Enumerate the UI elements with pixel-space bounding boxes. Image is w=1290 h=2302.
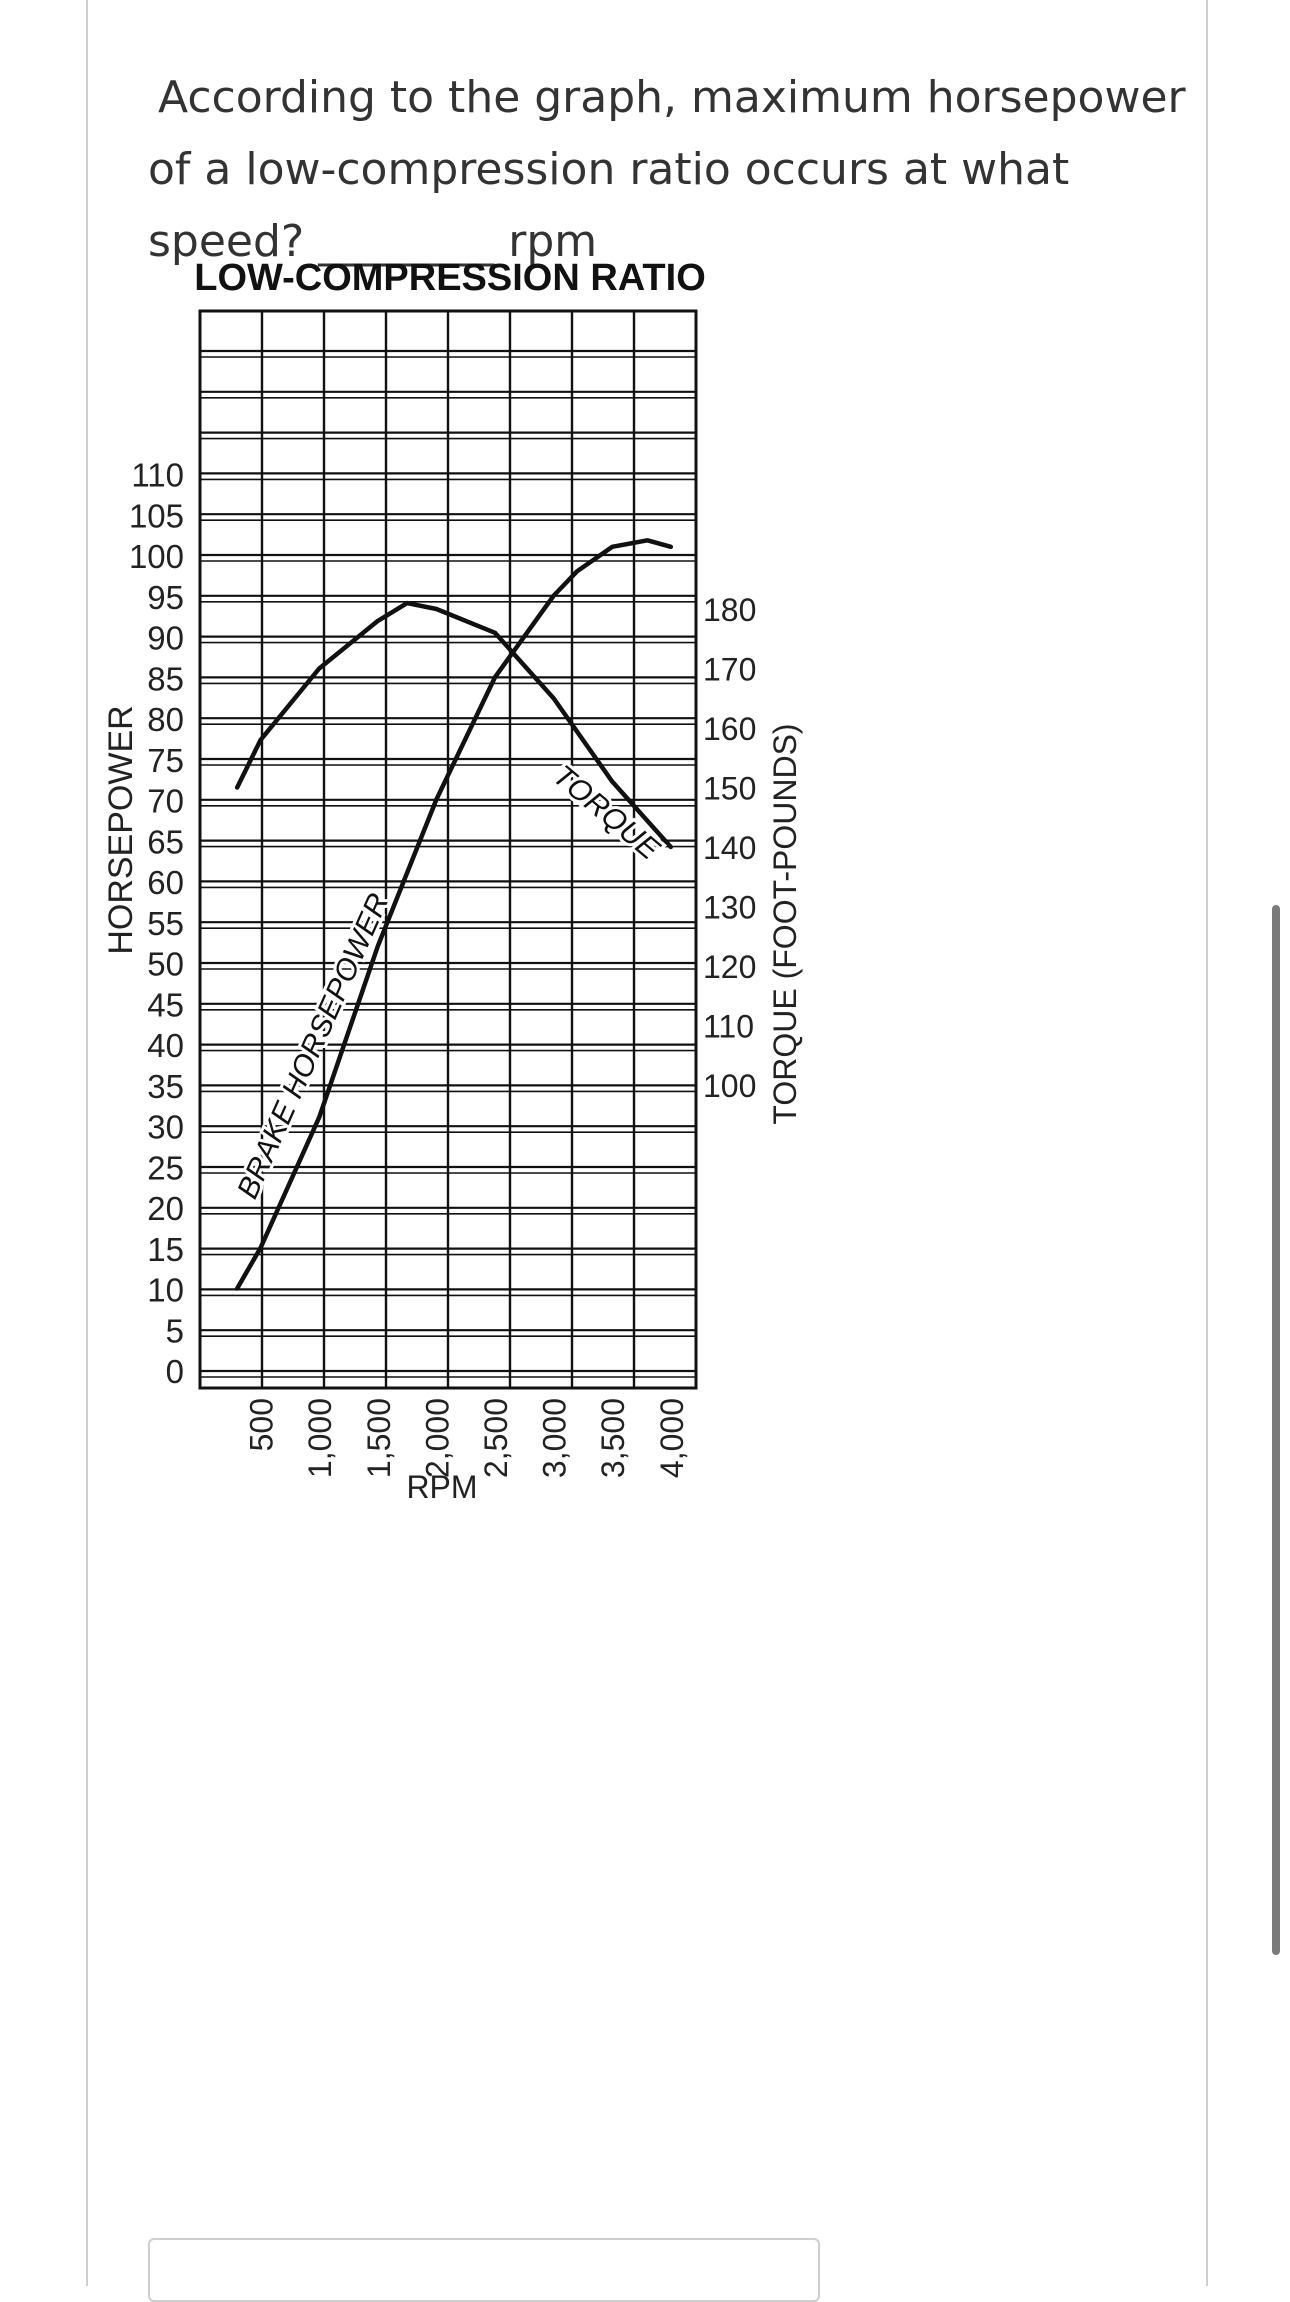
question-prefix: speed? — [148, 216, 319, 267]
x-tick-label: 3,500 — [595, 1398, 631, 1478]
y-right-axis-label: TORQUE (FOOT-POUNDS) — [767, 723, 803, 1124]
question-line-2: of a low-compression ratio occurs at wha… — [148, 144, 1070, 195]
scrollbar[interactable] — [1272, 905, 1280, 1955]
x-tick-label: 4,000 — [654, 1398, 690, 1478]
y-left-tick-label: 15 — [147, 1231, 184, 1268]
y-left-tick-label: 0 — [166, 1353, 184, 1390]
x-tick-label: 2,500 — [478, 1398, 514, 1478]
chart-title: LOW-COMPRESSION RATIO — [194, 257, 706, 299]
y-right-tick-label: 110 — [703, 1009, 754, 1045]
y-left-tick-label: 95 — [147, 579, 184, 616]
y-left-tick-label: 90 — [147, 620, 184, 657]
y-left-tick-label: 105 — [129, 497, 184, 534]
brake-horsepower-series-label: BRAKE HORSEPOWER — [231, 889, 395, 1204]
y-left-tick-label: 30 — [147, 1109, 184, 1146]
x-tick-label: 1,500 — [361, 1398, 397, 1478]
y-left-tick-label: 60 — [147, 864, 184, 901]
y-left-tick-label: 80 — [147, 701, 184, 738]
y-right-tick-label: 130 — [703, 890, 756, 926]
y-left-tick-label: 40 — [147, 1027, 184, 1064]
y-left-axis-label: HORSEPOWER — [102, 705, 140, 954]
y-right-tick-label: 170 — [703, 652, 756, 688]
answer-input[interactable] — [148, 2238, 820, 2302]
x-tick-label: 2,000 — [419, 1398, 455, 1478]
y-right-tick-label: 140 — [703, 830, 756, 866]
y-left-tick-label: 5 — [166, 1312, 184, 1349]
brake-horsepower-line — [234, 538, 674, 1291]
y-left-tick-label: 70 — [147, 783, 184, 820]
y-left-tick-label: 75 — [147, 742, 184, 779]
x-axis-label: RPM — [406, 1469, 477, 1505]
x-tick-label: 3,000 — [537, 1398, 573, 1478]
y-left-tick-label: 85 — [147, 660, 184, 697]
y-right-tick-label: 100 — [703, 1068, 756, 1104]
x-tick-label: 1,000 — [302, 1398, 338, 1478]
y-left-tick-label: 65 — [147, 823, 184, 860]
question-text: According to the graph, maximum horsepow… — [148, 62, 1186, 278]
answer-blank: ________ — [318, 216, 495, 267]
question-suffix: rpm — [494, 216, 598, 267]
y-right-tick-label: 160 — [703, 711, 756, 747]
question-line-1: According to the graph, maximum horsepow… — [158, 72, 1186, 123]
y-right-tick-label: 120 — [703, 949, 756, 985]
y-left-tick-label: 50 — [147, 946, 184, 983]
question-card — [86, 0, 1208, 2286]
question-line-3: speed? ________ rpm — [148, 206, 1148, 278]
y-left-tick-label: 55 — [147, 905, 184, 942]
y-left-tick-label: 110 — [131, 457, 184, 494]
y-left-tick-label: 45 — [147, 986, 184, 1023]
y-right-tick-label: 150 — [703, 771, 756, 807]
y-right-tick-label: 180 — [703, 592, 756, 628]
y-left-tick-label: 35 — [147, 1068, 184, 1105]
y-left-tick-label: 20 — [147, 1190, 184, 1227]
y-left-tick-label: 10 — [147, 1272, 184, 1309]
x-tick-label: 500 — [244, 1398, 280, 1451]
y-left-tick-label: 25 — [147, 1149, 184, 1186]
y-left-tick-label: 100 — [129, 538, 184, 575]
torque-line — [234, 600, 674, 850]
